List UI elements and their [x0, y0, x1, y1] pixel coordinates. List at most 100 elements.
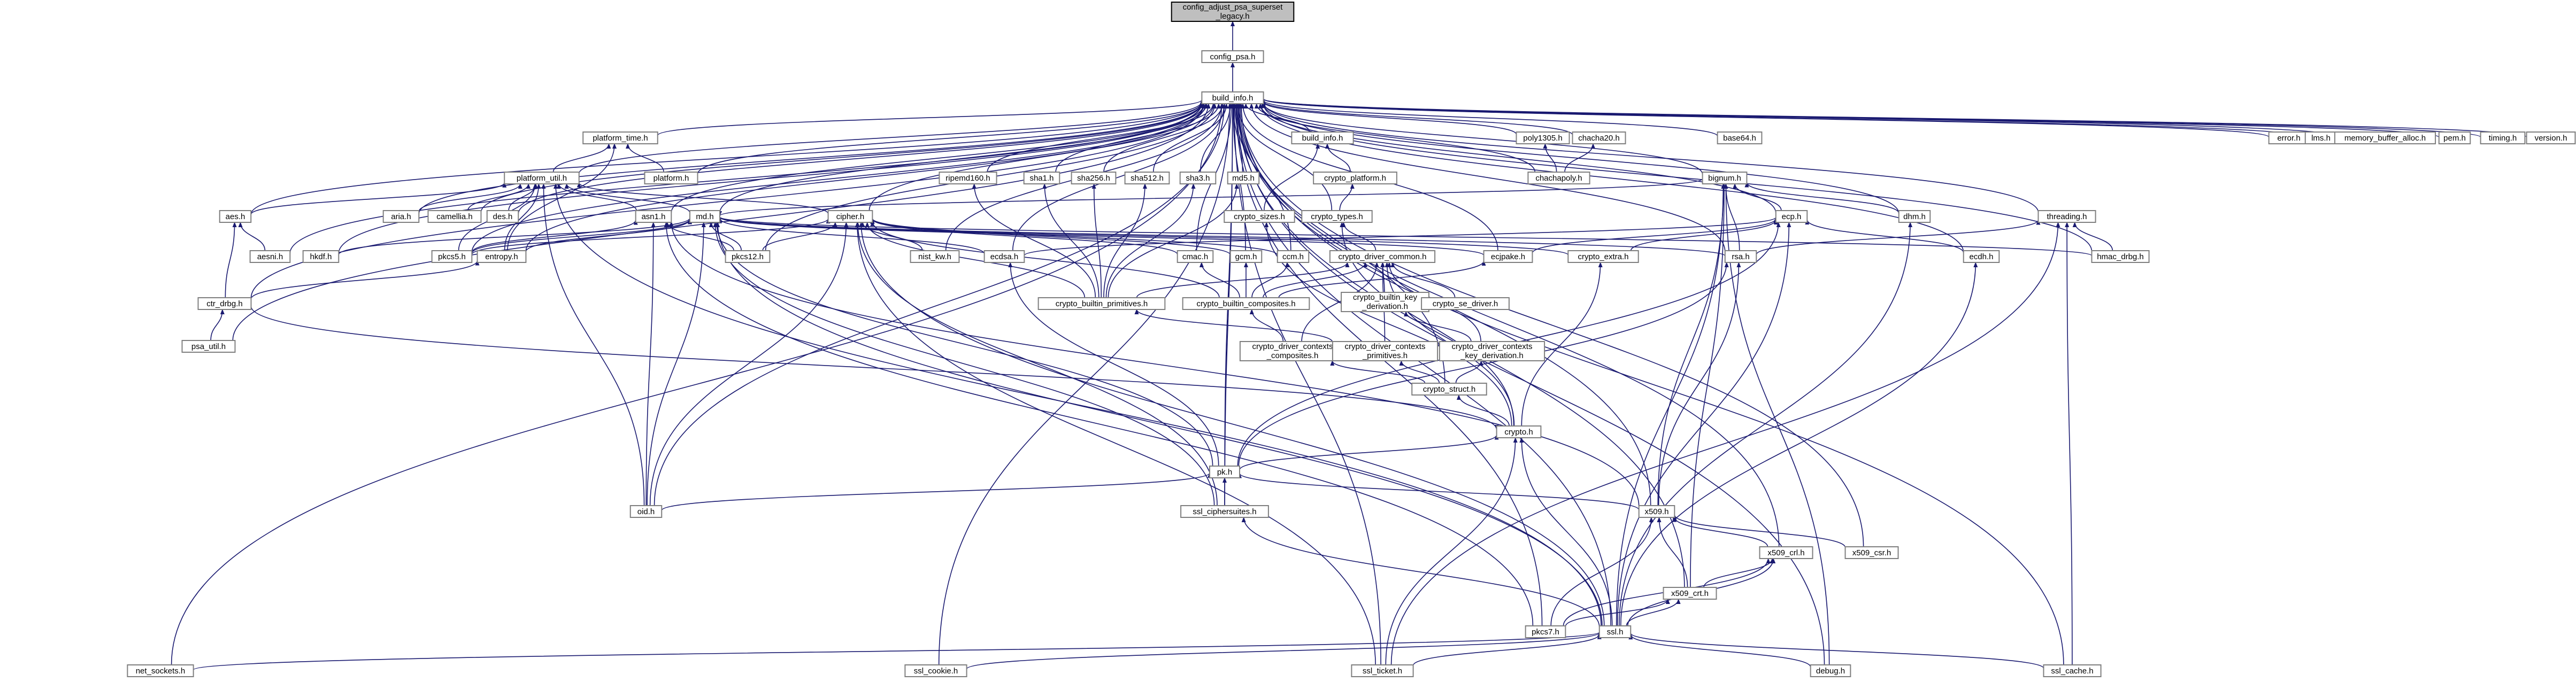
node-cmac[interactable]: cmac.h — [1176, 250, 1214, 263]
node-ssl[interactable]: ssl.h — [1598, 625, 1632, 638]
node-box — [127, 664, 194, 677]
node-box — [1598, 625, 1632, 638]
node-bignum[interactable]: bignum.h — [1702, 172, 1748, 184]
edge-ecp-to-build-info — [1258, 103, 1777, 213]
edge-ssl-to-md — [716, 222, 1603, 626]
node-error[interactable]: error.h — [2268, 131, 2310, 144]
node-box — [1341, 292, 1429, 312]
node-threading[interactable]: threading.h — [2037, 210, 2096, 223]
node-crypto-driver-contexts-key-derivation[interactable]: crypto_driver_contexts_key_derivation.h — [1439, 341, 1545, 361]
node-box — [1180, 505, 1269, 518]
edge-crypto-builtin-primitives-to-sha1 — [1042, 183, 1099, 298]
node-crypto-builtin-primitives[interactable]: crypto_builtin_primitives.h — [1037, 297, 1166, 310]
node-config-psa[interactable]: config_psa.h — [1201, 50, 1264, 63]
node-crypto-driver-common[interactable]: crypto_driver_common.h — [1329, 250, 1436, 263]
node-sha512[interactable]: sha512.h — [1124, 172, 1170, 184]
node-sha3[interactable]: sha3.h — [1179, 172, 1217, 184]
edge-hkdf-to-md — [338, 217, 692, 255]
node-ccm[interactable]: ccm.h — [1277, 250, 1310, 263]
node-pkcs5[interactable]: pkcs5.h — [431, 250, 473, 263]
node-pk[interactable]: pk.h — [1209, 466, 1240, 478]
node-ripemd160[interactable]: ripemd160.h — [939, 172, 997, 184]
node-box — [1663, 587, 1717, 600]
edge-pem-to-build-info — [1262, 98, 2440, 138]
node-ssl-cookie[interactable]: ssl_cookie.h — [904, 664, 967, 677]
node-poly1305[interactable]: poly1305.h — [1516, 131, 1570, 144]
node-memory-buffer-alloc[interactable]: memory_buffer_alloc.h — [2334, 131, 2436, 144]
node-ecp[interactable]: ecp.h — [1775, 210, 1808, 223]
node-crypto-builtin-key-derivation[interactable]: crypto_builtin_key_derivation.h — [1341, 292, 1429, 312]
node-box — [1759, 546, 1813, 559]
node-crypto-driver-contexts-composites[interactable]: crypto_driver_contexts_composites.h — [1239, 341, 1346, 361]
node-chacha20[interactable]: chacha20.h — [1572, 131, 1626, 144]
node-build-info[interactable]: build_info.h — [1201, 91, 1264, 104]
node-crypto-types[interactable]: crypto_types.h — [1301, 210, 1373, 223]
edge-hmac-drbg-to-threading — [2072, 222, 2113, 251]
node-crypto[interactable]: crypto.h — [1496, 425, 1542, 438]
node-crypto-platform[interactable]: crypto_platform.h — [1313, 172, 1397, 184]
node-x509-crt[interactable]: x509_crt.h — [1663, 587, 1717, 600]
node-sha256[interactable]: sha256.h — [1071, 172, 1117, 184]
node-entropy[interactable]: entropy.h — [476, 250, 527, 263]
node-md[interactable]: md.h — [689, 210, 720, 223]
edge-pkcs5-to-md — [471, 218, 692, 254]
node-label: ssl_ticket.h — [1363, 666, 1402, 676]
node-hmac-drbg[interactable]: hmac_drbg.h — [2091, 250, 2150, 263]
node-dhm[interactable]: dhm.h — [1898, 210, 1931, 223]
node-crypto-extra[interactable]: crypto_extra.h — [1567, 250, 1639, 263]
node-chachapoly[interactable]: chachapoly.h — [1527, 172, 1590, 184]
node-ecjpake[interactable]: ecjpake.h — [1483, 250, 1533, 263]
node-box — [2043, 664, 2102, 677]
node-cipher[interactable]: cipher.h — [827, 210, 873, 223]
node-ssl-ciphersuites[interactable]: ssl_ciphersuites.h — [1180, 505, 1269, 518]
node-build-info2[interactable]: build_info.h — [1291, 131, 1354, 144]
node-ecdh[interactable]: ecdh.h — [1963, 250, 2000, 263]
node-psa-util[interactable]: psa_util.h — [181, 340, 236, 353]
node-pem[interactable]: pem.h — [2438, 131, 2471, 144]
node-x509[interactable]: x509.h — [1638, 505, 1675, 518]
node-label: ccm.h — [1282, 252, 1304, 261]
node-platform-util[interactable]: platform_util.h — [504, 172, 580, 184]
node-gcm[interactable]: gcm.h — [1229, 250, 1263, 263]
node-camellia[interactable]: camellia.h — [427, 210, 482, 223]
edge-rsa-to-build-info — [1249, 103, 1726, 252]
node-platform-time[interactable]: platform_time.h — [582, 131, 658, 144]
node-label: cipher.h — [836, 212, 865, 221]
node-crypto-se-driver[interactable]: crypto_se_driver.h — [1421, 297, 1510, 310]
node-label: crypto_struct.h — [1423, 385, 1475, 394]
node-des[interactable]: des.h — [486, 210, 519, 223]
node-md5[interactable]: md5.h — [1227, 172, 1260, 184]
node-oid[interactable]: oid.h — [629, 505, 663, 518]
node-nist-kw[interactable]: nist_kw.h — [910, 250, 960, 263]
edge-x509-csr-to-build-info — [1239, 103, 1864, 547]
node-net-sockets[interactable]: net_sockets.h — [127, 664, 194, 677]
node-lms[interactable]: lms.h — [2304, 131, 2337, 144]
node-crypto-builtin-composites[interactable]: crypto_builtin_composites.h — [1182, 297, 1310, 310]
node-rsa[interactable]: rsa.h — [1724, 250, 1757, 263]
node-debug[interactable]: debug.h — [1810, 664, 1851, 677]
node-aesni[interactable]: aesni.h — [249, 250, 291, 263]
node-crypto-struct[interactable]: crypto_struct.h — [1411, 383, 1487, 396]
node-x509-csr[interactable]: x509_csr.h — [1844, 546, 1899, 559]
node-hkdf[interactable]: hkdf.h — [302, 250, 340, 263]
node-crypto-sizes[interactable]: crypto_sizes.h — [1224, 210, 1295, 223]
node-ssl-cache[interactable]: ssl_cache.h — [2043, 664, 2102, 677]
node-pkcs12[interactable]: pkcs12.h — [725, 250, 771, 263]
node-x509-crl[interactable]: x509_crl.h — [1759, 546, 1813, 559]
node-aria[interactable]: aria.h — [382, 210, 420, 223]
node-asn1[interactable]: asn1.h — [635, 210, 672, 223]
node-ssl-ticket[interactable]: ssl_ticket.h — [1351, 664, 1414, 677]
node-version[interactable]: version.h — [2526, 131, 2576, 144]
node-timing[interactable]: timing.h — [2480, 131, 2526, 144]
node-pkcs7[interactable]: pkcs7.h — [1525, 625, 1566, 638]
node-label: poly1305.h — [1523, 134, 1562, 143]
node-label: crypto.h — [1504, 428, 1533, 437]
node-sha1[interactable]: sha1.h — [1023, 172, 1060, 184]
node-base64[interactable]: base64.h — [1717, 131, 1763, 144]
edge-chacha20-to-build-info — [1261, 100, 1573, 135]
node-platform[interactable]: platform.h — [644, 172, 698, 184]
node-aes[interactable]: aes.h — [219, 210, 252, 223]
node-crypto-driver-contexts-primitives[interactable]: crypto_driver_contexts_primitives.h — [1332, 341, 1439, 361]
node-ecdsa[interactable]: ecdsa.h — [983, 250, 1025, 263]
node-ctr-drbg[interactable]: ctr_drbg.h — [197, 297, 252, 310]
